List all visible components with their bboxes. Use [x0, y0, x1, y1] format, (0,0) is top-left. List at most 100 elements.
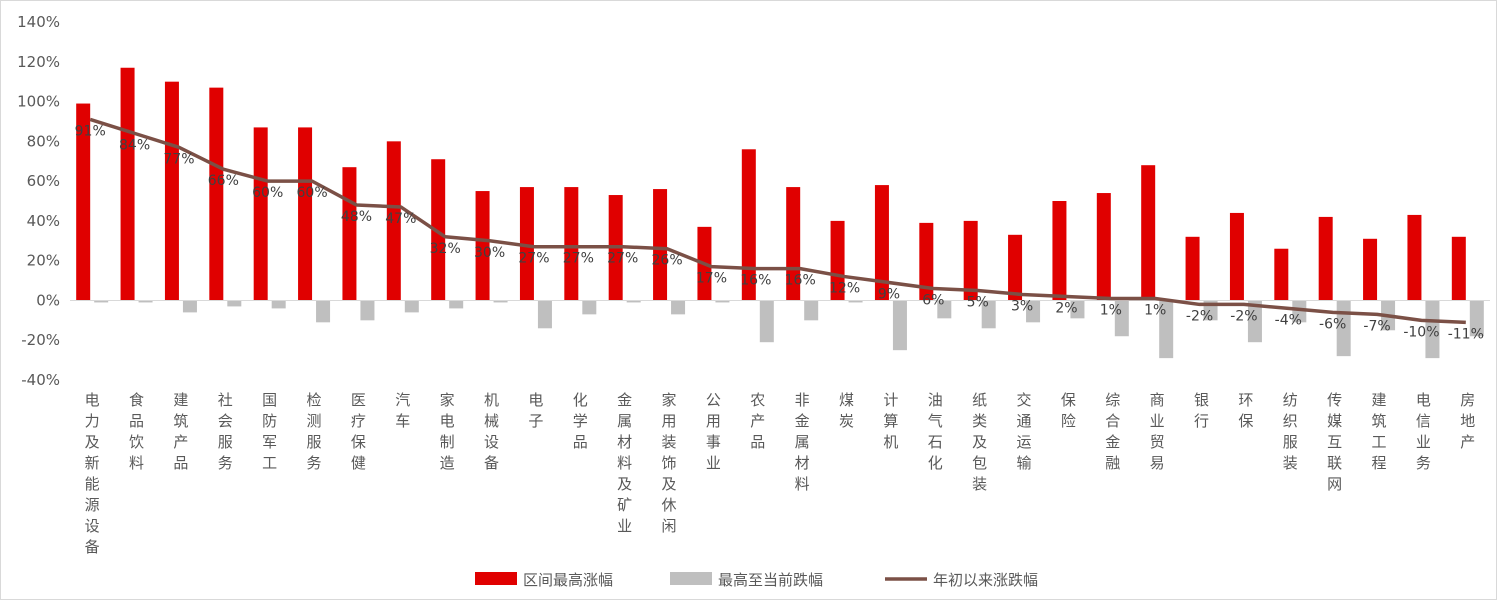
legend-swatch	[475, 572, 517, 585]
y-tick-label: -40%	[21, 371, 60, 389]
legend: 区间最高涨幅 最高至当前跌幅 年初以来涨跌幅	[475, 571, 1038, 589]
y-axis: -40% -20% 0% 20% 40% 60% 80% 100% 120% 140%	[17, 13, 60, 389]
data-labels: 91% 84% 77% 66% 60% 60% 48% 47% 32% 30% 27% 27% 27% 2…	[75, 123, 1484, 342]
ytd-data-label: 16%	[785, 273, 816, 289]
x-category-label: 机械设备	[484, 391, 499, 472]
ytd-data-label: 1%	[1144, 302, 1166, 318]
x-category-label: 电信业务	[1416, 391, 1431, 472]
x-category-label: 金属材料及矿业	[617, 391, 632, 535]
legend-label: 年初以来涨跌幅	[933, 571, 1038, 589]
x-category-label: 家电制造	[440, 391, 455, 472]
bar-drawdown	[493, 300, 508, 303]
bar-drawdown	[626, 300, 641, 303]
x-category-label: 综合金融	[1105, 391, 1120, 472]
ytd-data-label: 26%	[652, 253, 683, 269]
bar-drawdown	[582, 300, 597, 315]
x-axis-labels: 电力及新能源设备 食品饮料 建筑产品 社会服务 国防军工 检测服务 医疗保健 汽车 家电制造 机械…	[85, 391, 1476, 556]
x-category-label: 油气石化	[928, 391, 943, 472]
ytd-data-label: 12%	[829, 281, 860, 297]
x-category-label: 非金属材料	[795, 391, 810, 493]
ytd-data-label: 91%	[75, 123, 106, 139]
ytd-line	[89, 117, 1466, 325]
bar-max-gain	[298, 127, 313, 301]
ytd-data-label: 5%	[967, 295, 989, 311]
ytd-data-label: 30%	[474, 245, 505, 261]
y-tick-label: 60%	[27, 172, 60, 190]
x-category-label: 纸类及包装	[972, 391, 987, 493]
bar-drawdown	[759, 300, 774, 343]
bar-series	[76, 67, 1484, 359]
legend-label: 区间最高涨幅	[523, 571, 613, 589]
bar-max-gain	[76, 103, 91, 301]
bar-drawdown	[449, 300, 464, 309]
bar-max-gain	[120, 67, 135, 301]
x-category-label: 医疗保健	[351, 391, 366, 472]
bar-drawdown	[227, 300, 242, 307]
line-series	[89, 117, 1466, 325]
bar-max-gain	[564, 187, 579, 301]
bar-max-gain	[209, 87, 224, 301]
x-category-label: 商业贸易	[1150, 391, 1165, 472]
bar-max-gain	[519, 187, 534, 301]
y-tick-label: -20%	[21, 331, 60, 349]
x-category-label: 食品饮料	[129, 391, 144, 472]
bar-drawdown	[1159, 300, 1174, 359]
bar-max-gain	[1363, 238, 1378, 301]
ytd-data-label: 47%	[385, 211, 416, 227]
bar-max-gain	[786, 187, 801, 301]
y-tick-label: 40%	[27, 212, 60, 230]
bar-max-gain	[1318, 216, 1333, 301]
x-category-label: 计算机	[883, 391, 898, 451]
bar-max-gain	[386, 141, 401, 301]
y-tick-label: 100%	[17, 93, 60, 111]
ytd-data-label: 48%	[341, 209, 372, 225]
y-tick-label: 140%	[17, 13, 60, 31]
x-category-label: 建筑工程	[1372, 391, 1387, 472]
bar-drawdown	[804, 300, 819, 321]
y-tick-label: 0%	[36, 291, 60, 309]
bar-max-gain	[1008, 234, 1023, 301]
ytd-data-label: 27%	[518, 251, 549, 267]
bar-max-gain	[475, 191, 490, 301]
ytd-data-label: 3%	[1011, 298, 1033, 314]
ytd-data-label: -10%	[1403, 324, 1439, 340]
ytd-data-label: 9%	[878, 287, 900, 303]
x-category-label: 化学品	[573, 391, 588, 451]
bar-drawdown	[1026, 300, 1041, 323]
ytd-data-label: 66%	[208, 173, 239, 189]
x-category-label: 建筑产品	[173, 391, 188, 472]
bar-drawdown	[1114, 300, 1129, 337]
bar-max-gain	[1451, 236, 1466, 301]
x-category-label: 家用装饰及休闲	[662, 391, 677, 535]
bar-max-gain	[164, 81, 179, 301]
ytd-data-label: 6%	[922, 293, 944, 309]
x-category-label: 社会服务	[218, 391, 233, 472]
bar-drawdown	[138, 300, 153, 303]
x-category-label: 环保	[1238, 391, 1253, 430]
y-tick-label: 20%	[27, 252, 60, 270]
bar-max-gain	[253, 127, 268, 301]
x-category-label: 电力及新能源设备	[85, 391, 100, 556]
bar-drawdown	[892, 300, 907, 351]
x-category-label: 房地产	[1460, 391, 1475, 451]
x-category-label: 煤炭	[839, 391, 854, 430]
legend-swatch	[670, 572, 712, 585]
bar-drawdown	[671, 300, 686, 315]
x-category-label: 汽车	[395, 391, 410, 430]
bar-max-gain	[1274, 248, 1289, 301]
ytd-data-label: 1%	[1100, 302, 1122, 318]
bar-max-gain	[653, 189, 668, 301]
ytd-data-label: 2%	[1055, 300, 1077, 316]
x-category-label: 保险	[1061, 391, 1076, 430]
bar-max-gain	[963, 220, 978, 301]
bar-max-gain	[1141, 165, 1156, 301]
x-category-label: 国防军工	[262, 391, 277, 472]
bar-drawdown	[848, 300, 863, 303]
y-tick-label: 120%	[17, 53, 60, 71]
bar-max-gain	[342, 167, 357, 301]
bar-max-gain	[741, 149, 756, 301]
bar-drawdown	[404, 300, 419, 313]
bar-drawdown	[1425, 300, 1440, 359]
